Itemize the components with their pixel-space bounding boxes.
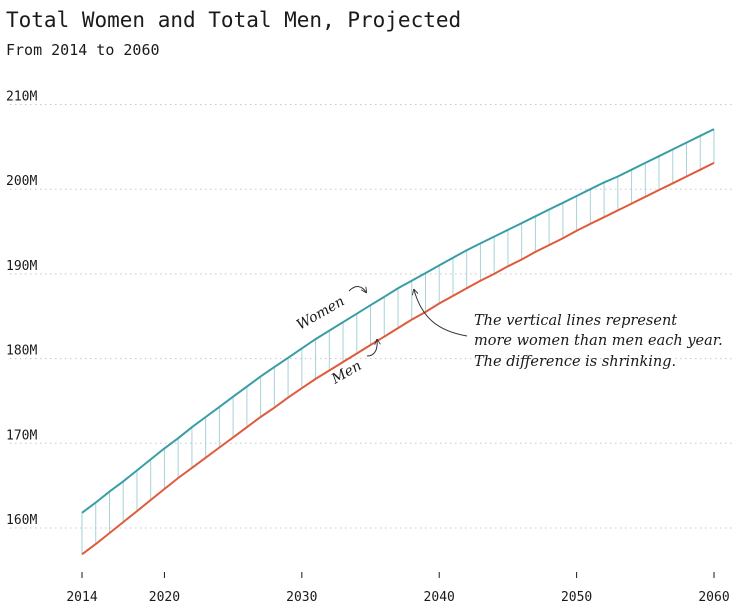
series-lines [81,128,715,556]
x-tick-label: 2020 [149,590,180,605]
men-line [81,162,715,556]
x-tick-label: 2014 [66,590,97,605]
note-line-2: more women than men each year. [474,333,723,349]
axis-ticks: 160M 170M 180M 190M 200M 210M 2014 2020 2030 2040… [6,90,730,606]
men-label-arrow [366,340,377,357]
y-tick-label: 200M [6,174,37,189]
x-tick-label: 2030 [286,590,317,605]
men-label: Men [328,358,364,388]
y-tick-label: 180M [6,344,37,359]
x-tick-label: 2060 [698,590,729,605]
women-label-arrow [348,286,366,292]
note-line-1: The vertical lines represent [474,313,677,329]
women-label: Women [294,293,347,333]
chart-title: Total Women and Total Men, Projected [6,8,462,32]
chart-subtitle: From 2014 to 2060 [6,41,160,59]
y-tick-label: 160M [6,513,37,528]
x-tick-label: 2040 [424,590,455,605]
y-tick-label: 170M [6,428,37,443]
difference-lines [81,129,715,555]
note-line-3: The difference is shrinking. [474,354,676,370]
y-tick-label: 210M [6,90,37,105]
women-line [81,128,715,514]
y-tick-label: 190M [6,259,37,274]
note-arrow [414,290,468,337]
gridlines [10,104,735,529]
x-tick-label: 2050 [561,590,592,605]
